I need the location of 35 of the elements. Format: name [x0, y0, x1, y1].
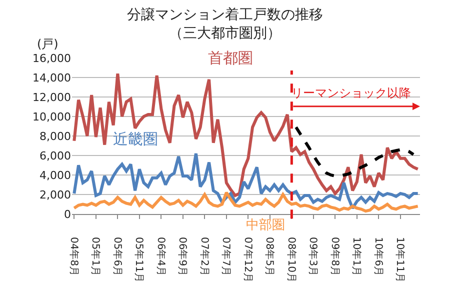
- x-tick-label: 08年10月: [285, 237, 298, 282]
- x-tick-label: 10年1月: [350, 237, 363, 276]
- x-tick-label: 08年5月: [264, 237, 276, 276]
- x-tick-label: 09年8月: [328, 237, 341, 276]
- x-tick-label: 07年12月: [242, 237, 254, 282]
- series-label: 中部圏: [246, 218, 285, 233]
- ref-line-label: リーマンショック以降: [291, 86, 411, 100]
- y-tick-label: 12,000: [32, 90, 71, 104]
- series-label: 近畿圏: [113, 130, 158, 148]
- x-tick-label: 07年7月: [220, 237, 232, 276]
- series-label: 首都圏: [208, 49, 253, 67]
- x-tick-label: 10年11月: [394, 237, 406, 282]
- y-tick-label: 10,000: [32, 110, 71, 124]
- x-tick-label: 06年4月: [154, 237, 167, 276]
- y-tick-label: 4,000: [40, 168, 71, 182]
- y-tick-label: 16,000: [32, 52, 71, 65]
- x-tick-label: 06年9月: [176, 237, 189, 276]
- y-tick-label: 2,000: [40, 188, 71, 202]
- x-tick-label: 05年1月: [90, 237, 102, 276]
- y-tick-label: 0: [64, 208, 71, 221]
- x-tick-label: 05年6月: [111, 237, 124, 276]
- line-series: [72, 72, 420, 197]
- x-tick-label: 09年3月: [307, 237, 320, 276]
- y-tick-label: 8,000: [40, 130, 71, 143]
- chart-subtitle: （三大都市圏別）: [169, 25, 281, 42]
- chart-title: 分譲マンション着工戸数の推移: [127, 7, 323, 24]
- x-tick-label: 04年8月: [68, 237, 80, 276]
- y-axis-title: (戸): [37, 37, 58, 51]
- x-tick-label: 10年6月: [372, 237, 384, 276]
- x-tick-label: 07年2月: [198, 237, 210, 276]
- y-tick-label: 6,000: [40, 149, 71, 162]
- line-series: [294, 126, 415, 178]
- line-series: [72, 152, 420, 210]
- x-tick-label: 05年11月: [133, 237, 146, 282]
- y-tick-label: 14,000: [32, 71, 71, 84]
